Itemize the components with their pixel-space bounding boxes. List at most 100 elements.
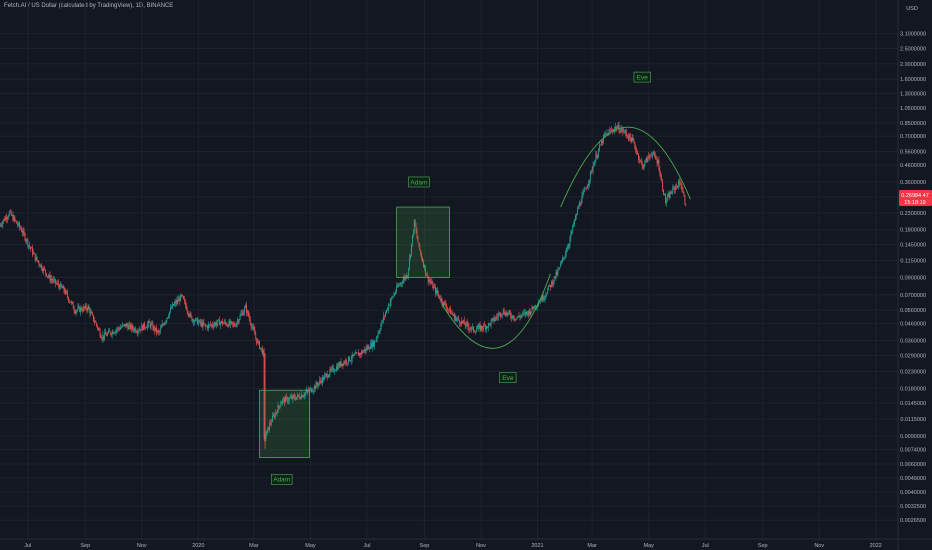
candle-body [91,311,93,314]
candle-body [472,326,474,328]
candle-body [204,324,206,326]
candle [569,235,571,249]
candle [243,309,245,316]
candle [108,328,109,334]
candle [653,150,655,158]
candle-body [136,332,138,334]
candle-body [273,415,275,418]
candle-body [216,323,218,326]
candle-body [382,320,384,322]
candle-body [348,356,349,363]
candle [646,155,648,163]
candle-body [305,392,307,394]
candle-body [486,326,487,330]
candle [380,322,382,332]
candle-body [577,207,579,209]
candle [376,335,378,343]
candle-body [214,322,216,325]
candle-body [564,253,566,257]
candle-body [259,341,260,349]
candle-body [356,352,358,354]
candle-body [377,333,379,337]
candle-body [423,261,424,267]
candle [592,161,594,175]
candle [342,363,344,370]
candle-body [451,312,453,315]
candle-body [275,412,277,414]
candle-body [47,276,49,277]
candle [371,339,373,349]
candle-body [627,136,629,140]
candle-body [179,298,181,302]
candle [679,179,681,185]
candle-body [0,224,2,226]
candle-body [158,330,159,333]
candle [45,272,47,277]
candle-body [256,338,258,344]
candle [22,226,24,237]
candle-body [510,313,512,317]
candle [63,285,65,294]
candle-body [9,211,11,212]
candle [627,132,629,142]
candle-body [144,323,145,328]
candle-body [41,264,43,270]
x-tick-label: Jul [24,543,31,549]
candle [115,329,117,336]
candle-body [230,321,232,325]
y-tick-label: 0.0145000 [900,401,926,407]
candle [568,243,570,250]
candle-body [68,297,69,301]
candle-body [324,374,326,376]
candle [23,227,25,237]
candle-body [507,312,509,315]
pattern-label-text: Adam [273,477,290,484]
candle [239,313,241,321]
candle-body [626,132,627,136]
candle-body [555,272,557,279]
candle [201,319,203,329]
adam-box [259,389,310,458]
candle-body [207,325,208,329]
candle [460,321,461,327]
candle-body [561,261,562,264]
candle-body [25,240,27,241]
candle-body [473,326,474,332]
candle [37,260,39,264]
candle-body [92,313,94,316]
candle-body [667,194,669,197]
candle-body [567,246,569,249]
candle [433,284,435,291]
candle-body [93,315,94,321]
candle-body [46,276,48,277]
candle [588,179,590,187]
candle-body [397,286,398,287]
candle [33,252,35,254]
candle-body [682,190,684,193]
candle-body [287,400,289,402]
candle [135,329,137,334]
candle-body [610,130,612,132]
candle [217,319,219,327]
candle-body [8,211,10,216]
candle [417,235,419,243]
y-tick-label: 0.0115000 [900,417,926,423]
candle [214,321,216,327]
candle-body [284,398,285,403]
candle [556,269,558,276]
candle [505,309,507,318]
candle [101,336,103,342]
candle-body [361,351,363,353]
candle [97,327,99,332]
candle-body [337,364,339,370]
candle [424,265,426,277]
candle [401,280,403,288]
candle-body [393,294,395,297]
candle-body [599,144,600,150]
candle-body [17,223,19,226]
candle-body [583,191,585,193]
candle [230,319,232,329]
candle [358,349,360,356]
candle-body [251,327,253,328]
